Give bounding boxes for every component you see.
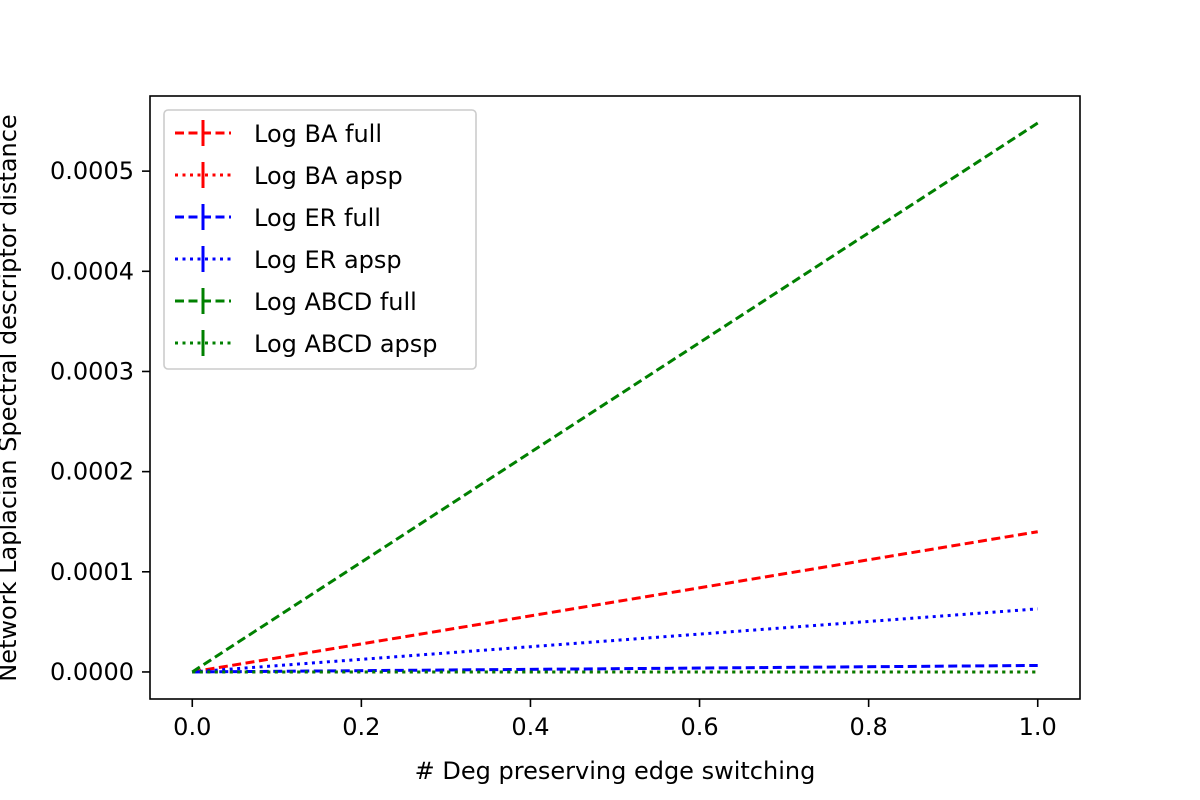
legend-label: Log ABCD full xyxy=(254,288,417,316)
series-line-log-abcd-full xyxy=(191,121,1039,674)
legend-entry: Log ER full xyxy=(175,204,381,232)
y-tick-label: 0.0001 xyxy=(50,558,134,586)
legend-label: Log ABCD apsp xyxy=(254,330,438,358)
x-axis: 0.0 0.2 0.4 0.6 0.8 1.0 xyxy=(173,699,1057,741)
x-tick-label: 0.8 xyxy=(850,713,888,741)
x-tick-label: 0.4 xyxy=(511,713,549,741)
legend-label: Log BA full xyxy=(254,120,382,148)
series-line-log-er-apsp xyxy=(192,607,1038,674)
y-tick-label: 0.0002 xyxy=(50,458,134,486)
x-tick-label: 0.6 xyxy=(680,713,718,741)
y-tick-label: 0.0000 xyxy=(50,658,134,686)
series-line-log-ba-full xyxy=(192,530,1038,674)
legend-entry: Log ABCD full xyxy=(175,288,417,316)
legend-entry: Log BA full xyxy=(175,120,382,148)
legend-entry: Log ABCD apsp xyxy=(175,330,438,358)
legend: Log BA full Log BA apsp Log ER full Log ER … xyxy=(163,109,477,370)
y-axis-label: Network Laplacian Spectral descriptor di… xyxy=(0,114,22,681)
legend-label: Log BA apsp xyxy=(254,162,403,190)
x-axis-label: # Deg preserving edge switching xyxy=(415,757,816,785)
legend-label: Log ER apsp xyxy=(254,246,402,274)
series-line-log-er-full xyxy=(192,663,1038,674)
plot-frame xyxy=(149,95,1081,700)
y-axis: 0.0000 0.0001 0.0002 0.0003 0.0004 0.0005 xyxy=(50,157,150,686)
y-tick-label: 0.0004 xyxy=(50,257,134,285)
legend-frame xyxy=(163,109,477,370)
legend-label: Log ER full xyxy=(254,204,381,232)
x-tick-label: 1.0 xyxy=(1019,713,1057,741)
x-tick-label: 0.0 xyxy=(173,713,211,741)
legend-entry: Log BA apsp xyxy=(175,162,403,190)
x-tick-label: 0.2 xyxy=(342,713,380,741)
series-layer xyxy=(191,121,1039,674)
y-tick-label: 0.0003 xyxy=(50,357,134,385)
y-tick-label: 0.0005 xyxy=(50,157,134,185)
legend-entry: Log ER apsp xyxy=(175,246,402,274)
